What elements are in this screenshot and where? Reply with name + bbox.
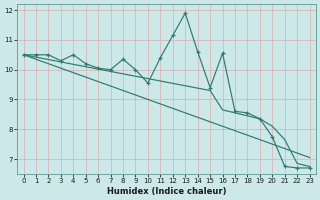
X-axis label: Humidex (Indice chaleur): Humidex (Indice chaleur) bbox=[107, 187, 226, 196]
